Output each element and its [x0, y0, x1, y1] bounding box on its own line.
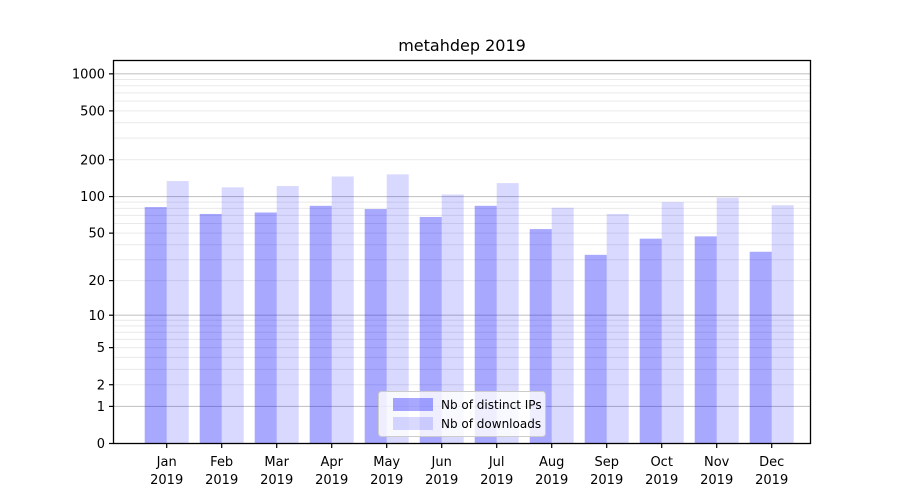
bar-distinct-ips-apr — [309, 205, 332, 444]
bar-distinct-ips-sep — [584, 254, 607, 444]
bar-downloads-dec — [771, 205, 794, 444]
bars-layer — [144, 174, 794, 444]
legend: Nb of distinct IPs Nb of downloads — [378, 391, 546, 437]
bar-distinct-ips-aug — [529, 229, 552, 444]
legend-label-distinct-ips: Nb of distinct IPs — [441, 398, 542, 412]
bar-downloads-apr — [331, 176, 354, 444]
x-tick-label-year: 2019 — [370, 473, 403, 488]
y-tick-label: 20 — [88, 274, 105, 289]
x-tick-label-month: Aug — [539, 455, 564, 470]
legend-box — [378, 391, 546, 437]
x-tick-label-month: Sep — [594, 455, 619, 470]
bar-downloads-oct — [661, 202, 684, 444]
x-tick-label-year: 2019 — [480, 473, 513, 488]
bar-distinct-ips-jun — [419, 216, 442, 444]
x-tick-label-year: 2019 — [535, 473, 568, 488]
x-tick-label-year: 2019 — [260, 473, 293, 488]
y-tick-label: 200 — [80, 153, 105, 168]
x-axis: Jan 2019 Feb 2019 Mar 2019 Apr 2019 May 2019 Jun 20… — [150, 443, 788, 488]
y-tick-label: 0 — [97, 437, 105, 452]
x-tick-label-year: 2019 — [700, 473, 733, 488]
bar-distinct-ips-dec — [749, 251, 772, 444]
y-tick-label: 10 — [88, 309, 105, 324]
chart-title: metahdep 2019 — [398, 36, 526, 55]
bar-downloads-jul — [496, 183, 519, 444]
bar-downloads-jun — [441, 194, 464, 444]
bar-downloads-feb — [221, 187, 244, 444]
bar-distinct-ips-jan — [144, 207, 167, 444]
bar-downloads-mar — [276, 186, 299, 444]
bar-downloads-sep — [606, 213, 629, 444]
x-tick-label-month: Oct — [650, 455, 672, 470]
y-tick-label: 1 — [97, 400, 105, 415]
plot-border — [112, 59, 812, 445]
x-tick-label-year: 2019 — [590, 473, 623, 488]
y-tick-label: 50 — [88, 227, 105, 242]
bar-downloads-jan — [166, 181, 189, 444]
bar-distinct-ips-mar — [254, 212, 277, 444]
x-tick-label-month: Apr — [320, 455, 343, 470]
x-tick-label-month: Jun — [431, 455, 452, 470]
bar-downloads-may — [386, 174, 409, 444]
bar-downloads-aug — [551, 207, 574, 444]
x-tick-label-month: Mar — [264, 455, 289, 470]
y-tick-label: 1000 — [72, 67, 105, 82]
bar-distinct-ips-jul — [474, 205, 497, 444]
bar-distinct-ips-may — [364, 209, 387, 444]
x-tick-label-month: Dec — [759, 455, 784, 470]
x-tick-label-month: Nov — [704, 455, 730, 470]
legend-swatch-distinct-ips — [393, 398, 433, 411]
y-tick-label: 2 — [97, 378, 105, 393]
x-tick-label-month: May — [373, 455, 400, 470]
x-tick-label-year: 2019 — [205, 473, 238, 488]
x-tick-label-year: 2019 — [315, 473, 348, 488]
bar-distinct-ips-oct — [639, 238, 662, 444]
bar-distinct-ips-nov — [694, 236, 717, 444]
x-tick-label-year: 2019 — [645, 473, 678, 488]
x-tick-label-month: Jan — [156, 455, 177, 470]
y-tick-label: 100 — [80, 190, 105, 205]
y-tick-label: 500 — [80, 104, 105, 119]
x-tick-label-year: 2019 — [150, 473, 183, 488]
bar-downloads-nov — [716, 197, 739, 444]
legend-label-downloads: Nb of downloads — [441, 417, 541, 431]
x-tick-label-year: 2019 — [425, 473, 458, 488]
x-tick-label-month: Jul — [488, 455, 505, 470]
y-tick-label: 5 — [97, 341, 105, 356]
x-tick-label-year: 2019 — [755, 473, 788, 488]
legend-swatch-downloads — [393, 417, 433, 430]
x-tick-label-month: Feb — [210, 455, 233, 470]
bar-distinct-ips-feb — [199, 213, 222, 444]
